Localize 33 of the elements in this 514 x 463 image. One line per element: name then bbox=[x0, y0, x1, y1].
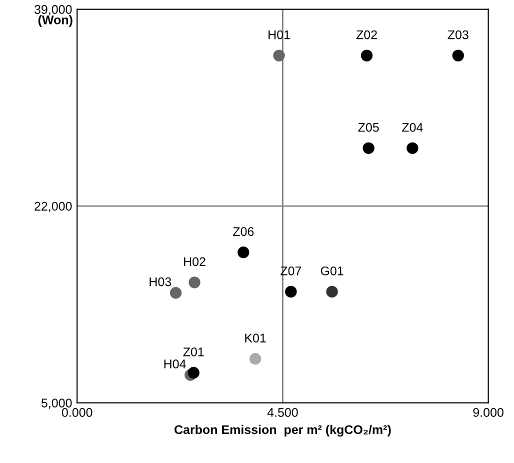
x-axis-title: Carbon Emission per m² (kgCO₂/m²) bbox=[174, 424, 391, 437]
point bbox=[406, 142, 418, 154]
y-tick-label: 5,000 bbox=[41, 398, 72, 409]
point bbox=[362, 142, 374, 154]
point bbox=[285, 286, 297, 298]
point bbox=[360, 50, 373, 62]
series-label: H01 bbox=[268, 30, 290, 40]
y-tick-label: 39,000 bbox=[34, 5, 72, 16]
series-label: K01 bbox=[245, 334, 266, 342]
series-label: H03 bbox=[150, 277, 172, 286]
point bbox=[238, 246, 250, 258]
series-label: Z03 bbox=[448, 30, 468, 40]
y-axis-title: (Won) bbox=[38, 15, 72, 27]
series-label: Z04 bbox=[402, 122, 423, 132]
x-tick-label: 0.000 bbox=[62, 408, 92, 417]
point bbox=[452, 50, 464, 62]
point bbox=[249, 352, 262, 365]
series-label: G01 bbox=[320, 266, 344, 276]
point bbox=[170, 287, 182, 299]
series-label: Z02 bbox=[356, 30, 377, 40]
x-tick-label: 9.000 bbox=[473, 408, 504, 417]
series-label: Z06 bbox=[233, 227, 254, 236]
point bbox=[188, 366, 200, 379]
x-tick-label: 4.500 bbox=[267, 408, 298, 417]
y-tick-label: 22,000 bbox=[34, 202, 72, 212]
series-label: Z01 bbox=[183, 348, 204, 356]
series-label: Z05 bbox=[358, 122, 379, 132]
point bbox=[188, 276, 200, 288]
series-label: Z07 bbox=[280, 266, 302, 276]
series-label: H02 bbox=[184, 257, 206, 266]
point bbox=[326, 286, 338, 298]
point bbox=[273, 50, 285, 62]
series-label: H04 bbox=[164, 360, 186, 368]
